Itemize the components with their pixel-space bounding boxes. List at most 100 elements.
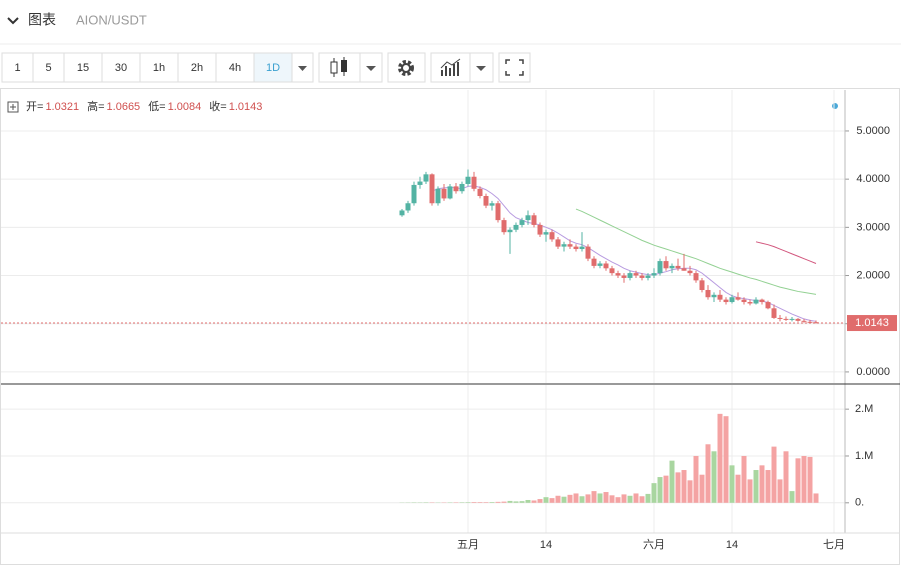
candle-body [765, 302, 771, 309]
interval-button[interactable]: 1 [1, 52, 34, 83]
candle-body [477, 188, 483, 197]
candle-body [423, 174, 429, 182]
interval-label: 30 [115, 62, 127, 74]
volume-bar [513, 501, 519, 503]
volume-bar [591, 491, 597, 503]
volume-bar [585, 494, 591, 503]
fullscreen-button[interactable] [498, 52, 531, 83]
x-tick-label: 六月 [643, 538, 665, 551]
interval-label: 1D [266, 62, 280, 74]
volume-bar [771, 446, 777, 503]
legend-value: 1.0084 [168, 101, 202, 113]
candle-body [645, 275, 651, 278]
dropdown-arrow [298, 66, 307, 71]
moving-average [431, 185, 817, 322]
candle-body [633, 273, 639, 276]
volume-bar [801, 455, 807, 503]
interval-button[interactable]: 15 [63, 52, 103, 83]
volume-bar [555, 495, 561, 503]
volume-bar [651, 483, 657, 503]
settings-button[interactable] [387, 52, 426, 83]
moving-average [755, 241, 817, 264]
button-bg [215, 52, 255, 83]
candle-body [675, 265, 681, 269]
volume-bar [735, 474, 741, 503]
volume-bar [477, 502, 483, 503]
volume-bar [621, 494, 627, 503]
volume-bar [693, 455, 699, 503]
interval-button[interactable]: 30 [101, 52, 141, 83]
interval-button[interactable]: 1D [253, 52, 293, 83]
chart-frame [0, 88, 900, 565]
volume-bar [675, 472, 681, 503]
candle-body [519, 220, 525, 225]
candle-body [525, 215, 531, 221]
legend-value: 1.0665 [107, 101, 141, 113]
y-tick-label: 4.0000 [856, 173, 890, 185]
candle-body [597, 263, 603, 266]
candle-body [807, 321, 813, 323]
candle-body [705, 289, 711, 298]
toolbar: 1 5 15 30 1h 2h 4h 1D [1, 52, 314, 83]
candle-body [435, 188, 441, 204]
candle-body [561, 244, 567, 247]
candle-body [489, 203, 495, 206]
x-tick-label: 七月 [823, 538, 845, 551]
candle-body [759, 299, 765, 303]
candle-body [813, 322, 819, 324]
chart-type-button[interactable] [318, 52, 383, 83]
volume-bar [645, 493, 651, 503]
volume-bar [777, 479, 783, 503]
candle-body [465, 176, 471, 184]
candle-body [717, 294, 723, 300]
volume-bar [573, 493, 579, 503]
interval-button[interactable]: 1h [139, 52, 179, 83]
indicators-button[interactable] [430, 52, 494, 83]
volume-bar [657, 477, 663, 503]
volume-bar [549, 498, 555, 503]
candle-body [471, 176, 477, 189]
x-tick-label: 14 [540, 539, 552, 551]
volume-bar [507, 500, 513, 503]
candle-body [501, 220, 507, 233]
volume-bar [729, 465, 735, 503]
candle-body [627, 273, 633, 278]
candle-body [795, 318, 801, 321]
interval-dropdown[interactable] [291, 52, 314, 83]
interval-button[interactable]: 4h [215, 52, 255, 83]
candle-body [801, 320, 807, 322]
volume-bar [711, 451, 717, 503]
interval-button[interactable]: 2h [177, 52, 217, 83]
candle-body [507, 229, 513, 233]
candle-body [681, 268, 687, 271]
volume-bar [579, 496, 585, 503]
candle-body [687, 270, 693, 274]
legend-value: 1.0143 [229, 101, 263, 113]
y-tick-label: 3.0000 [856, 221, 890, 233]
candle-body [651, 273, 657, 276]
volume-bar [759, 465, 765, 503]
candle-body [573, 246, 579, 250]
interval-button[interactable]: 5 [32, 52, 65, 83]
candle-body [417, 181, 423, 185]
collapse-icon[interactable] [7, 17, 19, 25]
candle-body [711, 294, 717, 298]
candle-body [513, 224, 519, 230]
candle-body [483, 196, 489, 206]
volume-bar [633, 493, 639, 503]
volume-bar [567, 494, 573, 503]
candle-body [591, 258, 597, 266]
candle-body [639, 275, 645, 278]
candle-body [783, 318, 789, 320]
last-price-label: 1.0143 [855, 317, 889, 329]
volume-bar [465, 502, 471, 503]
candle-body [537, 224, 543, 235]
y-tick-label: 0.0000 [856, 366, 890, 378]
legend-label: 开= [26, 101, 43, 113]
button-bg [139, 52, 179, 83]
volume-bar [615, 497, 621, 503]
candle-body [657, 261, 663, 274]
moving-average [575, 208, 817, 295]
candle-body [441, 188, 447, 199]
